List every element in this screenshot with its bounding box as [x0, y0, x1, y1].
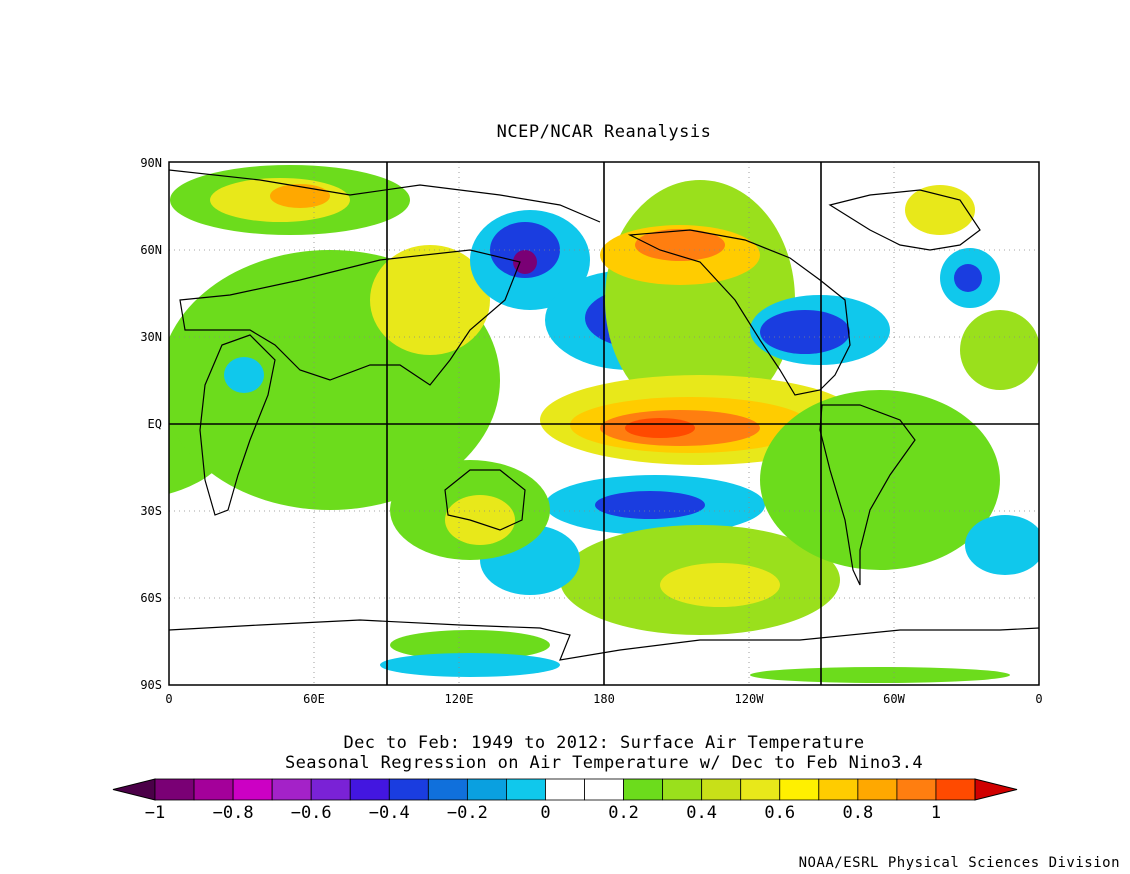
colorbar-min-arrow	[112, 778, 156, 801]
colorbar-swatch	[232, 778, 273, 801]
lon-labels: 0 60E 120E 180 120W 60W 0	[165, 692, 1042, 706]
anomaly-region	[954, 264, 982, 292]
colorbar-tick-label: 0.8	[842, 803, 873, 823]
colorbar-swatch	[388, 778, 429, 801]
colorbar-swatch	[818, 778, 859, 801]
colorbar-tick-label: −0.2	[447, 803, 488, 823]
coastlines	[169, 169, 1039, 661]
lon-label: 180	[593, 692, 615, 706]
lat-label: 30S	[140, 504, 162, 518]
anomaly-region	[660, 563, 780, 607]
caption-line-1: Dec to Feb: 1949 to 2012: Surface Air Te…	[343, 733, 865, 753]
lat-label: 60N	[140, 243, 162, 257]
plot-frame	[168, 161, 1040, 686]
colorbar-tick-label: 0.6	[764, 803, 795, 823]
anomaly-region	[513, 250, 537, 274]
lon-label: 120W	[735, 692, 765, 706]
anomaly-region	[270, 184, 330, 208]
colorbar-tick-label: −0.6	[291, 803, 332, 823]
colorbar-swatch	[427, 778, 468, 801]
colorbar-swatch	[193, 778, 234, 801]
colorbar-tick-label: −0.4	[369, 803, 410, 823]
colorbar-swatch	[506, 778, 546, 801]
colorbar-swatch	[701, 778, 742, 801]
colorbar-tick-label: 0	[540, 803, 550, 823]
anomaly-region	[760, 390, 1000, 570]
colorbar-swatch	[584, 778, 624, 801]
colorbar-tick-labels: −1 −0.8 −0.6 −0.4 −0.2 0 0.2 0.4 0.6 0.8 1	[145, 803, 941, 823]
credit-text: NOAA/ESRL Physical Sciences Division	[798, 855, 1120, 871]
anomaly-region	[380, 653, 560, 677]
plot-area	[169, 162, 1039, 685]
grid-lines	[169, 162, 1039, 685]
colorbar-swatch	[779, 778, 820, 801]
colorbar-swatch	[349, 778, 390, 801]
colorbar-tick-label: 0.4	[686, 803, 717, 823]
colorbar-tick-label: −0.8	[213, 803, 254, 823]
colorbar-swatch	[545, 778, 585, 801]
lon-label: 0	[1035, 692, 1042, 706]
anomaly-region	[224, 357, 264, 393]
lon-label: 120E	[445, 692, 474, 706]
colorbar-swatch	[662, 778, 703, 801]
lat-label: 90N	[140, 156, 162, 170]
lon-label: 60E	[303, 692, 325, 706]
lat-label: 90S	[140, 678, 162, 692]
anomaly-region	[750, 667, 1010, 683]
colorbar-swatch	[154, 778, 195, 801]
anomaly-region	[625, 418, 695, 438]
anomaly-region	[905, 185, 975, 235]
colorbar-tick-label: 1	[931, 803, 941, 823]
anomaly-region	[370, 245, 490, 355]
colorbar-swatch	[740, 778, 781, 801]
caption-line-2: Seasonal Regression on Air Temperature w…	[284, 753, 924, 773]
anomaly-region	[635, 229, 725, 261]
anomaly-region	[445, 495, 515, 545]
colorbar-swatch	[857, 778, 898, 801]
lat-label: EQ	[148, 417, 162, 431]
lon-label: 60W	[883, 692, 905, 706]
colorbar-tick-label: −1	[145, 803, 165, 823]
colorbar-tick-label: 0.2	[608, 803, 639, 823]
colorbar-swatch	[271, 778, 312, 801]
anomaly-region	[595, 491, 705, 519]
colorbar-swatch	[896, 778, 937, 801]
colorbar-swatch	[310, 778, 351, 801]
colorbar-max-arrow	[974, 778, 1018, 801]
lon-label: 0	[165, 692, 172, 706]
anomaly-shading	[169, 165, 1039, 683]
anomaly-region	[960, 310, 1039, 390]
colorbar-swatch	[623, 778, 664, 801]
lat-labels: 90N 60N 30N EQ 30S 60S 90S	[140, 156, 162, 692]
lat-label: 30N	[140, 330, 162, 344]
anomaly-region	[760, 310, 850, 354]
anomaly-region	[965, 515, 1039, 575]
colorbar-swatch	[935, 778, 976, 801]
lat-label: 60S	[140, 591, 162, 605]
colorbar-swatch	[466, 778, 507, 801]
anomaly-region	[390, 630, 550, 660]
map-title: NCEP/NCAR Reanalysis	[496, 122, 712, 142]
colorbar	[112, 778, 1018, 801]
